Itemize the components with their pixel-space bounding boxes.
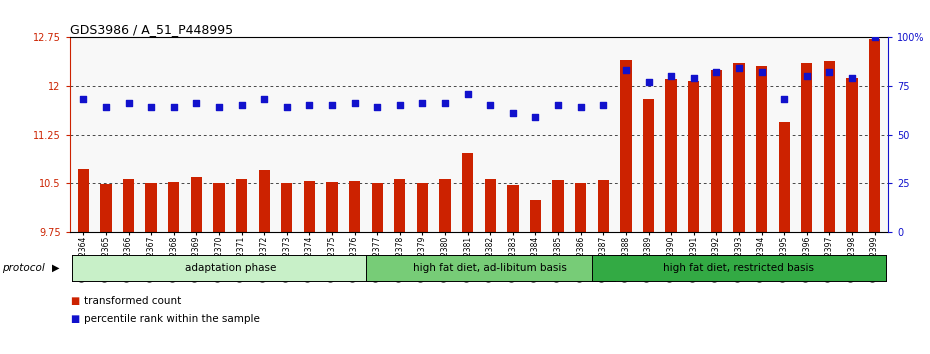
Bar (123, 179, 134, 232)
Bar (304, 181, 315, 232)
Bar (281, 183, 292, 232)
Point (234, 103, 249, 108)
Bar (643, 99, 654, 232)
Point (76, 97, 91, 102)
Bar (778, 121, 790, 232)
Point (709, 69, 724, 75)
Point (844, 75, 859, 81)
Point (641, 79, 656, 85)
Bar (756, 67, 767, 232)
Bar (326, 182, 338, 232)
Bar (145, 183, 157, 232)
Bar (100, 184, 112, 232)
Text: transformed count: transformed count (84, 296, 181, 306)
Bar (869, 39, 880, 232)
Bar (417, 183, 428, 232)
Bar (213, 183, 225, 232)
Point (754, 69, 769, 75)
Bar (439, 179, 451, 232)
Point (325, 103, 339, 108)
Bar (78, 169, 89, 232)
Text: protocol: protocol (2, 263, 45, 273)
Point (99, 104, 113, 110)
Point (732, 65, 747, 71)
Point (144, 104, 159, 110)
Bar (824, 61, 835, 232)
Point (573, 104, 588, 110)
Bar (688, 81, 699, 232)
Text: GDS3986 / A_51_P448995: GDS3986 / A_51_P448995 (70, 23, 232, 36)
Text: adaptation phase: adaptation phase (184, 263, 276, 273)
Bar (801, 63, 813, 232)
Bar (598, 180, 609, 232)
Point (189, 101, 204, 106)
Text: high fat diet, ad-libitum basis: high fat diet, ad-libitum basis (413, 263, 567, 273)
Bar (666, 79, 677, 232)
Text: high fat diet, restricted basis: high fat diet, restricted basis (663, 263, 815, 273)
Bar (372, 183, 383, 232)
Point (347, 101, 362, 106)
Bar (191, 177, 202, 232)
Bar (575, 183, 586, 232)
Point (121, 101, 136, 106)
Bar (259, 170, 270, 232)
Bar (846, 78, 857, 232)
Point (302, 103, 317, 108)
Bar (394, 179, 405, 232)
Text: percentile rank within the sample: percentile rank within the sample (84, 314, 259, 324)
Bar (552, 180, 564, 232)
Bar (620, 60, 631, 232)
Point (777, 97, 791, 102)
Point (618, 68, 633, 73)
Point (686, 75, 701, 81)
Point (799, 73, 814, 79)
Point (257, 97, 272, 102)
Text: ▶: ▶ (52, 263, 60, 273)
Point (460, 91, 475, 97)
Point (596, 103, 611, 108)
Point (528, 114, 543, 120)
Point (551, 103, 565, 108)
Point (505, 110, 520, 116)
Point (664, 73, 679, 79)
Text: ■: ■ (70, 314, 79, 324)
Point (483, 103, 498, 108)
Point (822, 69, 837, 75)
Point (867, 34, 882, 40)
Bar (507, 185, 519, 232)
Bar (485, 179, 496, 232)
Bar (349, 181, 360, 232)
Point (211, 104, 226, 110)
Bar (733, 63, 745, 232)
Point (392, 103, 407, 108)
Bar (462, 153, 473, 232)
Bar (711, 70, 722, 232)
Point (166, 104, 181, 110)
Point (370, 104, 385, 110)
Bar (236, 179, 247, 232)
Bar (530, 200, 541, 232)
Point (415, 101, 430, 106)
Point (438, 101, 453, 106)
Text: ■: ■ (70, 296, 79, 306)
Bar (168, 182, 179, 232)
Point (279, 104, 294, 110)
